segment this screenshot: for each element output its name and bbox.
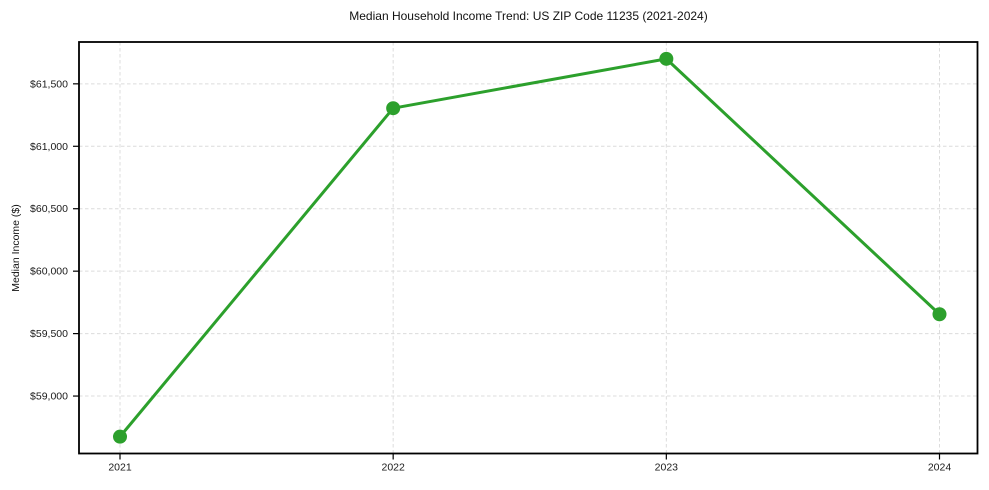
y-tick-label: $59,000 xyxy=(30,391,68,403)
data-point-marker xyxy=(659,51,674,66)
data-point-marker xyxy=(932,307,947,322)
data-point-marker xyxy=(386,101,401,116)
y-tick-label: $59,500 xyxy=(30,328,68,340)
data-point-marker xyxy=(113,429,127,444)
x-tick-label: 2024 xyxy=(928,462,952,474)
chart-title: Median Household Income Trend: US ZIP Co… xyxy=(349,9,708,23)
x-tick-label: 2022 xyxy=(381,462,405,474)
x-tick-label: 2021 xyxy=(108,462,132,474)
x-tick-label: 2023 xyxy=(655,462,679,474)
y-tick-label: $61,500 xyxy=(30,78,68,90)
income-trend-line xyxy=(118,57,941,439)
y-tick-label: $61,000 xyxy=(30,141,68,153)
plot-border xyxy=(78,41,979,455)
y-tick-label: $60,500 xyxy=(30,203,68,215)
y-tick-label: $60,000 xyxy=(30,266,68,278)
